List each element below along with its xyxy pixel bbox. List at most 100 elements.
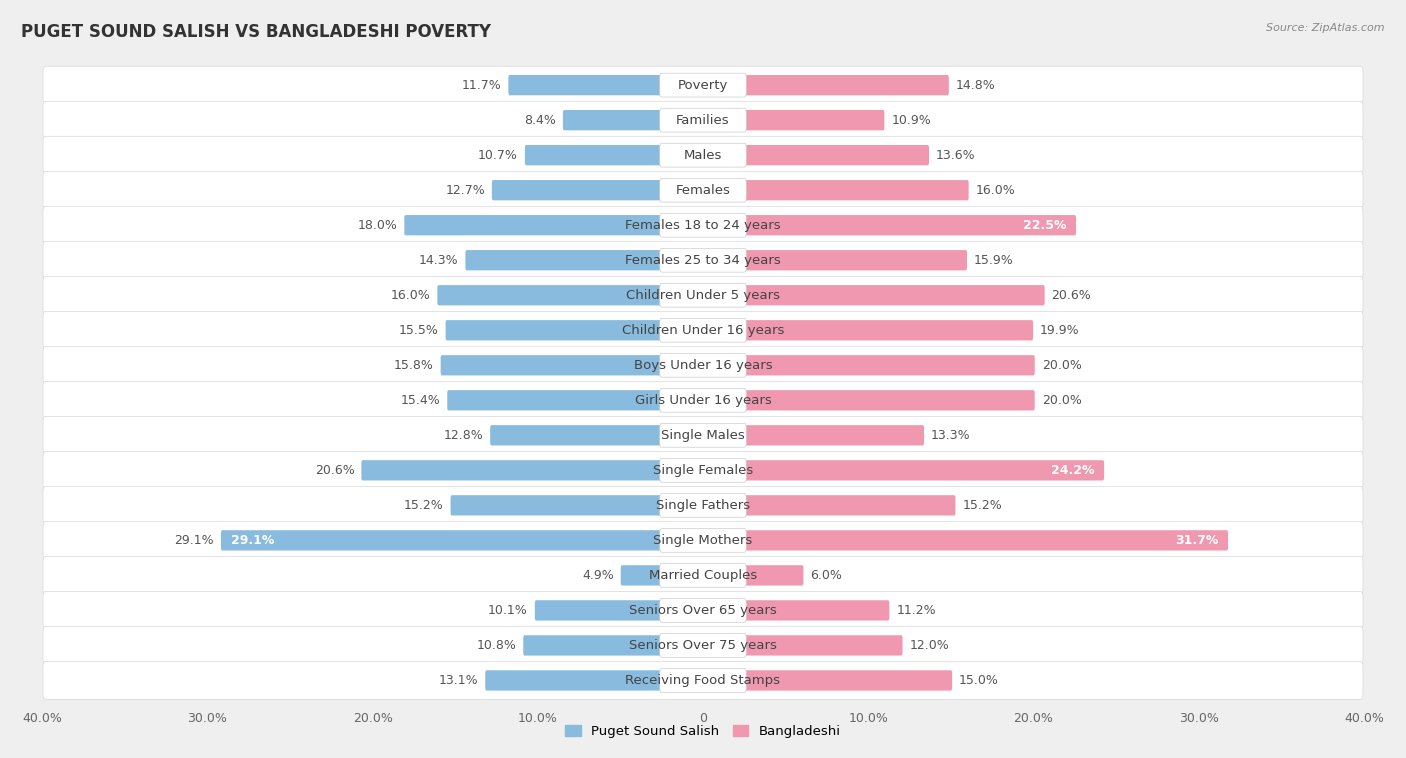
Text: PUGET SOUND SALISH VS BANGLADESHI POVERTY: PUGET SOUND SALISH VS BANGLADESHI POVERT…: [21, 23, 491, 41]
FancyBboxPatch shape: [44, 102, 1362, 139]
FancyBboxPatch shape: [659, 249, 747, 272]
FancyBboxPatch shape: [44, 487, 1362, 525]
Text: Receiving Food Stamps: Receiving Food Stamps: [626, 674, 780, 687]
Text: 29.1%: 29.1%: [174, 534, 214, 547]
FancyBboxPatch shape: [44, 171, 1362, 209]
Text: 12.0%: 12.0%: [910, 639, 949, 652]
FancyBboxPatch shape: [702, 635, 903, 656]
FancyBboxPatch shape: [44, 381, 1362, 419]
FancyBboxPatch shape: [659, 108, 747, 132]
FancyBboxPatch shape: [659, 143, 747, 167]
FancyBboxPatch shape: [659, 388, 747, 412]
FancyBboxPatch shape: [523, 635, 704, 656]
FancyBboxPatch shape: [44, 346, 1362, 384]
Text: 4.9%: 4.9%: [582, 569, 614, 582]
FancyBboxPatch shape: [485, 670, 704, 691]
FancyBboxPatch shape: [659, 563, 747, 587]
FancyBboxPatch shape: [509, 75, 704, 96]
Text: 31.7%: 31.7%: [1175, 534, 1219, 547]
FancyBboxPatch shape: [659, 213, 747, 237]
FancyBboxPatch shape: [659, 74, 747, 97]
FancyBboxPatch shape: [702, 425, 924, 446]
Text: Poverty: Poverty: [678, 79, 728, 92]
FancyBboxPatch shape: [659, 669, 747, 692]
FancyBboxPatch shape: [44, 241, 1362, 279]
Text: Females: Females: [675, 183, 731, 196]
Text: 16.0%: 16.0%: [976, 183, 1015, 196]
FancyBboxPatch shape: [562, 110, 704, 130]
FancyBboxPatch shape: [492, 180, 704, 200]
Text: 11.2%: 11.2%: [896, 604, 936, 617]
FancyBboxPatch shape: [221, 530, 704, 550]
FancyBboxPatch shape: [44, 66, 1362, 104]
Text: 22.5%: 22.5%: [1024, 219, 1066, 232]
FancyBboxPatch shape: [702, 495, 956, 515]
Text: 20.0%: 20.0%: [1042, 394, 1081, 407]
FancyBboxPatch shape: [44, 522, 1362, 559]
Text: 18.0%: 18.0%: [357, 219, 398, 232]
FancyBboxPatch shape: [659, 459, 747, 482]
Text: Seniors Over 65 years: Seniors Over 65 years: [628, 604, 778, 617]
Text: 15.2%: 15.2%: [962, 499, 1002, 512]
Text: 15.8%: 15.8%: [394, 359, 433, 371]
Text: 13.1%: 13.1%: [439, 674, 478, 687]
FancyBboxPatch shape: [702, 565, 803, 585]
Text: 20.0%: 20.0%: [1042, 359, 1081, 371]
Text: Males: Males: [683, 149, 723, 161]
FancyBboxPatch shape: [44, 627, 1362, 664]
FancyBboxPatch shape: [659, 599, 747, 622]
Text: 15.4%: 15.4%: [401, 394, 440, 407]
FancyBboxPatch shape: [44, 416, 1362, 454]
FancyBboxPatch shape: [702, 215, 1076, 236]
Text: 13.6%: 13.6%: [936, 149, 976, 161]
FancyBboxPatch shape: [465, 250, 704, 271]
Text: 11.7%: 11.7%: [461, 79, 502, 92]
FancyBboxPatch shape: [620, 565, 704, 585]
FancyBboxPatch shape: [702, 250, 967, 271]
Text: Source: ZipAtlas.com: Source: ZipAtlas.com: [1267, 23, 1385, 33]
FancyBboxPatch shape: [659, 353, 747, 377]
Text: 10.7%: 10.7%: [478, 149, 517, 161]
Text: 15.2%: 15.2%: [404, 499, 444, 512]
FancyBboxPatch shape: [702, 390, 1035, 410]
Text: Families: Families: [676, 114, 730, 127]
FancyBboxPatch shape: [659, 178, 747, 202]
Text: 14.8%: 14.8%: [956, 79, 995, 92]
Text: Children Under 16 years: Children Under 16 years: [621, 324, 785, 337]
Text: Females 25 to 34 years: Females 25 to 34 years: [626, 254, 780, 267]
Text: Females 18 to 24 years: Females 18 to 24 years: [626, 219, 780, 232]
Text: 20.6%: 20.6%: [315, 464, 354, 477]
FancyBboxPatch shape: [534, 600, 704, 621]
FancyBboxPatch shape: [446, 320, 704, 340]
FancyBboxPatch shape: [702, 600, 890, 621]
FancyBboxPatch shape: [702, 145, 929, 165]
Text: Married Couples: Married Couples: [650, 569, 756, 582]
Text: Girls Under 16 years: Girls Under 16 years: [634, 394, 772, 407]
FancyBboxPatch shape: [447, 390, 704, 410]
Text: 10.8%: 10.8%: [477, 639, 516, 652]
FancyBboxPatch shape: [702, 110, 884, 130]
FancyBboxPatch shape: [491, 425, 704, 446]
Text: 10.9%: 10.9%: [891, 114, 931, 127]
FancyBboxPatch shape: [44, 277, 1362, 314]
FancyBboxPatch shape: [44, 662, 1362, 700]
FancyBboxPatch shape: [702, 180, 969, 200]
FancyBboxPatch shape: [702, 320, 1033, 340]
Text: 15.5%: 15.5%: [399, 324, 439, 337]
Text: Single Males: Single Males: [661, 429, 745, 442]
Text: 6.0%: 6.0%: [810, 569, 842, 582]
FancyBboxPatch shape: [437, 285, 704, 305]
FancyBboxPatch shape: [659, 528, 747, 553]
FancyBboxPatch shape: [702, 530, 1227, 550]
FancyBboxPatch shape: [44, 556, 1362, 594]
Text: Single Mothers: Single Mothers: [654, 534, 752, 547]
Text: 19.9%: 19.9%: [1040, 324, 1080, 337]
FancyBboxPatch shape: [659, 634, 747, 657]
Text: 12.8%: 12.8%: [443, 429, 484, 442]
FancyBboxPatch shape: [702, 460, 1104, 481]
FancyBboxPatch shape: [659, 318, 747, 342]
FancyBboxPatch shape: [44, 312, 1362, 349]
Text: 15.9%: 15.9%: [974, 254, 1014, 267]
FancyBboxPatch shape: [702, 356, 1035, 375]
FancyBboxPatch shape: [524, 145, 704, 165]
